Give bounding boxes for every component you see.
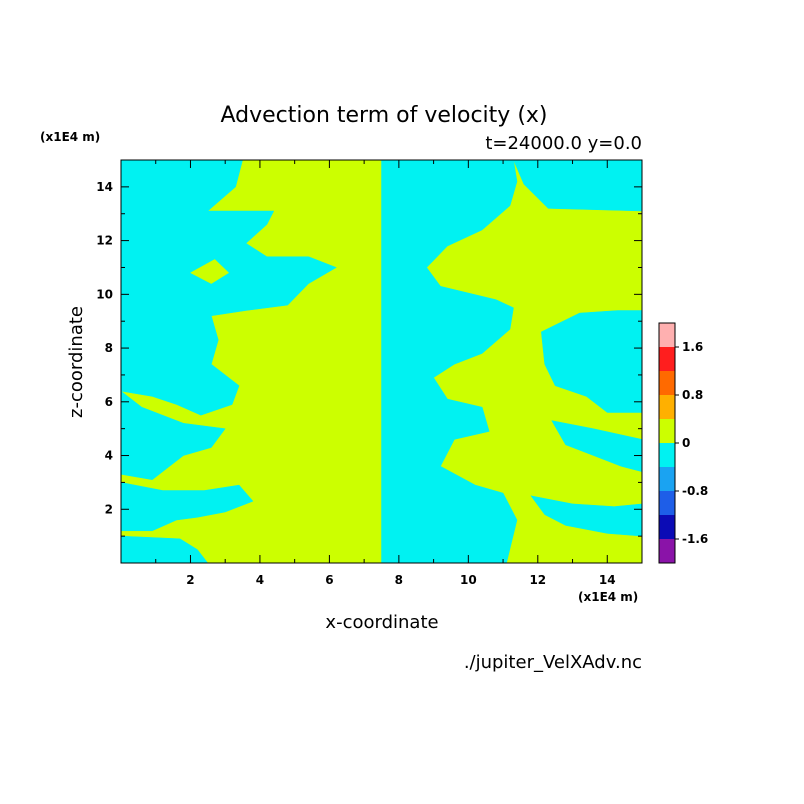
colorbar-tick-label: 1.6 [682, 340, 703, 354]
colorbar-swatch [659, 491, 675, 515]
x-tick-label: 6 [325, 573, 333, 587]
colorbar-tick-label: 0.8 [682, 388, 703, 402]
contour-region-negative-3 [120, 390, 226, 480]
x-tick-label: 14 [599, 573, 616, 587]
colorbar-tick-label: -1.6 [682, 532, 708, 546]
contour-region-positive-2 [189, 259, 230, 284]
contour-region-positive-7 [530, 256, 567, 279]
x-tick-label: 4 [256, 573, 264, 587]
y-tick-label: 2 [105, 502, 113, 516]
colorbar-swatch [659, 419, 675, 443]
y-axis-label: z-coordinate [66, 306, 87, 418]
colorbar-swatch [659, 395, 675, 419]
contour-region-negative-8 [541, 310, 643, 413]
file-label: ./jupiter_VelXAdv.nc [464, 652, 642, 673]
x-tick-label: 8 [395, 573, 403, 587]
x-unit-label: (x1E4 m) [578, 590, 638, 604]
x-tick-label: 2 [186, 573, 194, 587]
plot-frame [120, 159, 643, 564]
y-tick-label: 14 [96, 180, 113, 194]
chart-subtitle: t=24000.0 y=0.0 [485, 133, 642, 154]
colorbar-swatch [659, 539, 675, 563]
colorbar-swatch [659, 323, 675, 347]
x-axis-ticks: 2 4 6 8 10 12 14 [155, 160, 616, 587]
contour-region-negative-9 [551, 420, 643, 473]
contour-region-negative-6 [381, 159, 518, 564]
y-tick-label: 10 [96, 287, 113, 301]
contour-region-negative-4 [120, 482, 254, 532]
contour-region-negative-1 [120, 210, 337, 416]
colorbar-swatch [659, 515, 675, 539]
y-tick-label: 8 [105, 341, 113, 355]
x-axis-label: x-coordinate [325, 612, 438, 633]
colorbar-swatch [659, 467, 675, 491]
y-axis-ticks: 2 4 6 8 10 12 14 [96, 180, 642, 537]
x-tick-label: 10 [460, 573, 477, 587]
colorbar-swatch [659, 443, 675, 467]
colorbar-swatch [659, 371, 675, 395]
colorbar-tick-label: -0.8 [682, 484, 708, 498]
x-tick-label: 12 [529, 573, 546, 587]
colorbar: -1.6 -0.8 0 0.8 1.6 [658, 322, 708, 564]
plot-area [120, 159, 643, 564]
colorbar-tick-label: 0 [682, 436, 690, 450]
y-unit-label: (x1E4 m) [40, 130, 100, 144]
y-tick-label: 4 [105, 449, 113, 463]
y-tick-label: 6 [105, 395, 113, 409]
chart-title: Advection term of velocity (x) [220, 103, 547, 128]
y-tick-label: 12 [96, 234, 113, 248]
colorbar-swatch [659, 347, 675, 371]
